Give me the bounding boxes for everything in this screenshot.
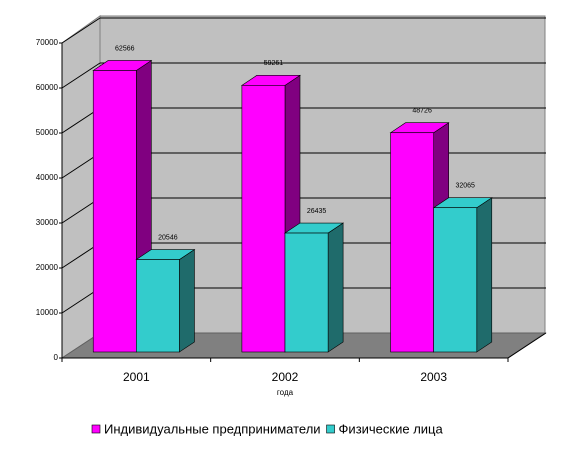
value-label: 48726 (412, 108, 432, 115)
y-tick-label: 60000 (36, 83, 59, 92)
x-axis-depth (507, 332, 547, 359)
y-tick-label: 0 (54, 353, 59, 362)
grid-line (61, 62, 101, 89)
y-tick-label: 40000 (36, 173, 59, 182)
bar (92, 70, 137, 353)
y-tick-label: 70000 (36, 38, 59, 47)
y-tick-label: 50000 (36, 128, 59, 137)
x-axis-title: года (277, 388, 294, 397)
bar (433, 207, 478, 353)
bar-side (179, 248, 195, 353)
bar (241, 85, 286, 353)
grid-line (61, 17, 101, 44)
value-label: 59261 (264, 60, 284, 67)
bar-side (327, 222, 344, 353)
value-label: 32065 (455, 183, 475, 190)
x-tick-label: 2002 (272, 370, 299, 384)
y-tick-label: 10000 (36, 308, 59, 317)
value-label: 26435 (307, 208, 327, 215)
legend-label: Физические лица (339, 421, 444, 436)
y-tick-label: 30000 (36, 218, 59, 227)
legend-swatch (326, 424, 335, 434)
bar (390, 132, 434, 353)
bar (136, 259, 180, 353)
x-tick-label: 2003 (420, 370, 447, 384)
y-tick-label: 20000 (36, 263, 59, 272)
legend-label: Индивидуальные предприниматели (104, 421, 321, 436)
x-tick-label: 2001 (123, 370, 150, 384)
value-label: 20546 (158, 234, 178, 241)
legend-swatch (91, 424, 101, 434)
value-label: 62566 (115, 45, 135, 52)
bar-side (476, 197, 493, 353)
bar (284, 232, 329, 353)
